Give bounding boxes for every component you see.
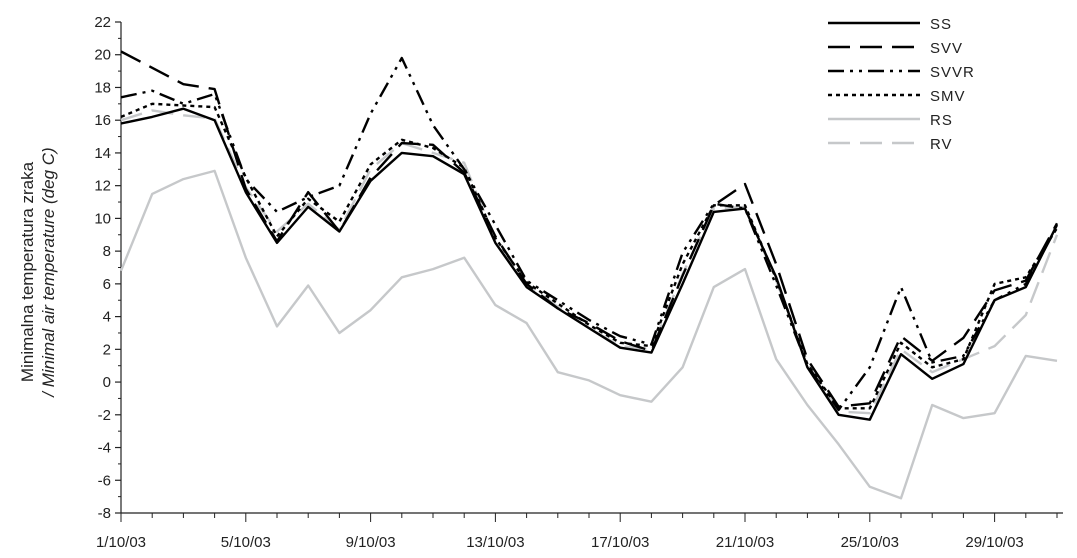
series-line-svv <box>120 50 1059 408</box>
y-tick-label: -4 <box>98 440 111 457</box>
y-tick-label: -8 <box>98 505 111 522</box>
x-tick-label: 29/10/03 <box>965 534 1023 551</box>
legend: SS SVV SVVR SMV RS RV <box>828 16 975 153</box>
series-layer <box>119 50 1059 500</box>
y-tick-label: 10 <box>94 210 111 227</box>
y-tick-label: 14 <box>94 145 111 162</box>
y-tick-label: 8 <box>103 243 111 260</box>
x-tick-label: 9/10/03 <box>346 534 396 551</box>
x-tick-label: 13/10/03 <box>466 534 524 551</box>
y-tick-label: 12 <box>94 178 111 195</box>
y-tick-label: 0 <box>103 374 111 391</box>
series-line-rv <box>120 109 1059 415</box>
y-tick-label: 22 <box>94 14 111 31</box>
x-tick-label: 25/10/03 <box>841 534 899 551</box>
series-line-rs <box>119 169 1058 500</box>
legend-label-rv: RV <box>930 136 953 153</box>
axes: -8 -6 -4 -2 0 2 4 6 8 10 12 14 16 18 20 22 1/10/03 5/10/0… <box>94 14 1063 551</box>
x-tick-label: 1/10/03 <box>96 534 146 551</box>
y-tick-label: 2 <box>103 341 111 358</box>
series-line-ss <box>120 107 1059 421</box>
y-tick-label: -2 <box>98 407 111 424</box>
series-line-smv <box>120 102 1059 410</box>
x-tick-label: 21/10/03 <box>716 534 774 551</box>
legend-label-svv: SVV <box>930 40 963 57</box>
x-tick-label: 5/10/03 <box>221 534 271 551</box>
y-tick-label: -6 <box>98 472 111 489</box>
y-tick-label: 4 <box>103 309 111 326</box>
legend-label-svvr: SVVR <box>930 64 975 81</box>
y-tick-label: 6 <box>103 276 111 293</box>
y-tick-label: 18 <box>94 79 111 96</box>
x-tick-label: 17/10/03 <box>591 534 649 551</box>
legend-label-ss: SS <box>930 16 952 33</box>
y-axis-title-line1: Minimalna temperatura zraka <box>18 161 37 382</box>
y-tick-label: 20 <box>94 47 111 64</box>
y-axis-title-line2: / Minimal air temperature (deg C) <box>39 147 58 397</box>
y-axis-title: Minimalna temperatura zraka / Minimal ai… <box>18 147 58 397</box>
series-line-svvr <box>120 56 1059 412</box>
legend-label-smv: SMV <box>930 88 966 105</box>
legend-label-rs: RS <box>930 112 953 129</box>
y-tick-label: 16 <box>94 112 111 129</box>
